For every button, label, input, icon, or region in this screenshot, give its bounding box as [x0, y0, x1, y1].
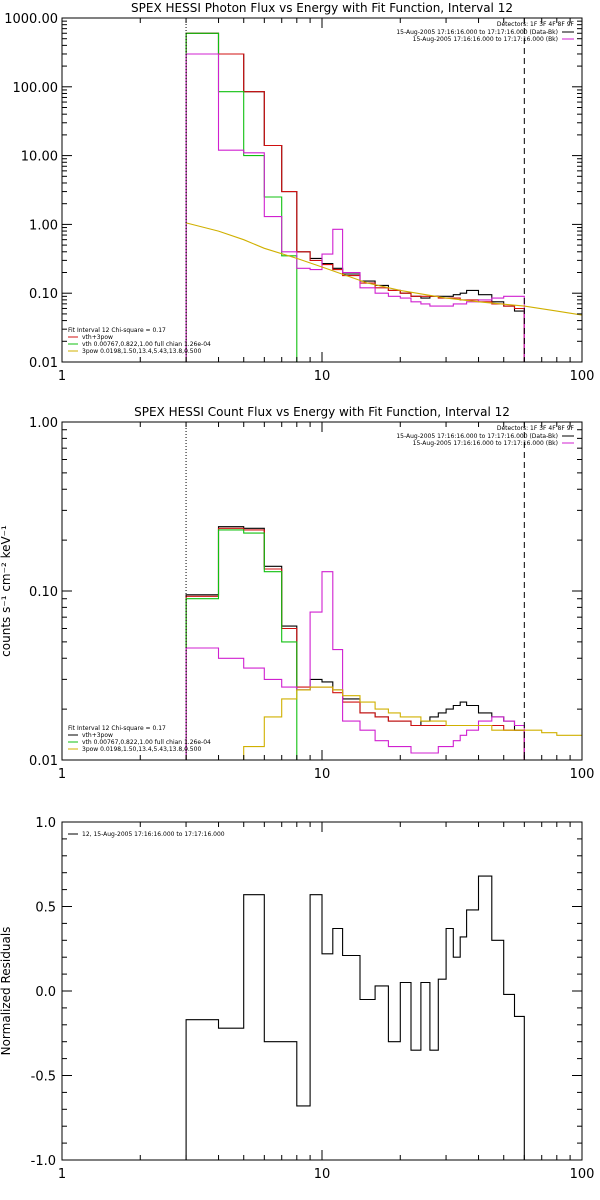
series-data-bk	[185, 32, 525, 362]
series-residuals	[185, 875, 525, 1160]
y-tick-label: 0.01	[29, 356, 58, 371]
x-tick-label: 10	[314, 767, 331, 782]
detectors-note: Detectors: 1F 3F 4F 8F 9F	[497, 425, 575, 432]
y-tick-label: 10.00	[21, 150, 58, 165]
legend-left-text: 3pow 0.0198,1.50,13.4,5.43,13.8,0.500	[82, 348, 201, 355]
y-axis-label: counts s⁻¹ cm⁻² keV⁻¹	[0, 525, 13, 657]
series-3pow	[243, 686, 582, 760]
y-tick-label: -1.0	[31, 1154, 56, 1169]
legend-left-text: vth 0.00767,0.822,1.00 full chian 1.26e-…	[82, 341, 211, 348]
legend-right-text: 15-Aug-2005 17:16:16.000 to 17:17:16.000…	[413, 440, 558, 447]
y-tick-label: 0.10	[29, 287, 58, 302]
series-3pow	[185, 222, 582, 316]
y-tick-label: -0.5	[31, 1070, 56, 1085]
series-bk	[185, 571, 525, 760]
legend-right-text: 15-Aug-2005 17:16:16.000 to 17:17:16.000…	[396, 29, 558, 36]
y-tick-label: 1000.00	[4, 12, 58, 27]
y-tick-label: 1.00	[29, 416, 58, 431]
y-tick-label: 100.00	[13, 81, 59, 96]
x-tick-label: 100	[570, 369, 595, 384]
series-group	[185, 32, 582, 362]
panel-3: Normalized Residuals 1 10 100 -1.0 -0.5 0.0 0.5…	[0, 816, 594, 1182]
x-tick-label: 10	[314, 1167, 331, 1182]
series-vth	[185, 529, 298, 760]
x-tick-label: 100	[570, 767, 595, 782]
series-data-bk	[185, 526, 525, 760]
x-tick-label: 100	[570, 1167, 595, 1182]
y-tick-label: 0.01	[29, 754, 58, 769]
legend-left-text: vth+3pow	[82, 732, 113, 739]
fit-text: Fit Interval 12 Chi-square = 0.17	[68, 327, 166, 334]
legend-left-text: 3pow 0.0198,1.50,13.4,5.43,13.8,0.500	[82, 746, 201, 753]
series-vth-3pow	[185, 32, 525, 362]
x-tick-label: 10	[314, 369, 331, 384]
y-tick-label: 0.5	[35, 901, 56, 916]
legend-right-text: 15-Aug-2005 17:16:16.000 to 17:17:16.000…	[396, 433, 558, 440]
x-tick-label: 1	[58, 1167, 66, 1182]
x-tick-label: 1	[58, 369, 66, 384]
legend-left-text: vth+3pow	[82, 334, 113, 341]
chart-title: SPEX HESSI Count Flux vs Energy with Fit…	[134, 405, 510, 419]
y-tick-label: 0.0	[35, 985, 56, 1000]
panel-2: SPEX HESSI Count Flux vs Energy with Fit…	[0, 405, 595, 782]
series-bk	[185, 53, 525, 362]
y-axis-label: Normalized Residuals	[0, 927, 13, 1056]
series-vth-3pow	[185, 527, 525, 760]
chart-title: SPEX HESSI Photon Flux vs Energy with Fi…	[131, 1, 513, 15]
plot-frame	[61, 17, 583, 363]
series-group	[185, 875, 525, 1160]
series-group	[185, 526, 582, 760]
legend-right-text: 15-Aug-2005 17:16:16.000 to 17:17:16.000…	[413, 36, 558, 43]
y-tick-label: 1.00	[29, 218, 58, 233]
panel-1: SPEX HESSI Photon Flux vs Energy with Fi…	[4, 1, 594, 384]
y-tick-label: 0.10	[29, 585, 58, 600]
series-vth	[185, 32, 311, 362]
fit-text: Fit Interval 12 Chi-square = 0.17	[68, 725, 166, 732]
y-tick-label: 1.0	[35, 816, 56, 831]
x-tick-label: 1	[58, 767, 66, 782]
detectors-note: Detectors: 1F 3F 4F 8F 9F	[497, 21, 575, 28]
legend-left-text: 12, 15-Aug-2005 17:16:16.000 to 17:17:16…	[82, 831, 225, 838]
legend-left-text: vth 0.00767,0.822,1.00 full chian 1.26e-…	[82, 739, 211, 746]
